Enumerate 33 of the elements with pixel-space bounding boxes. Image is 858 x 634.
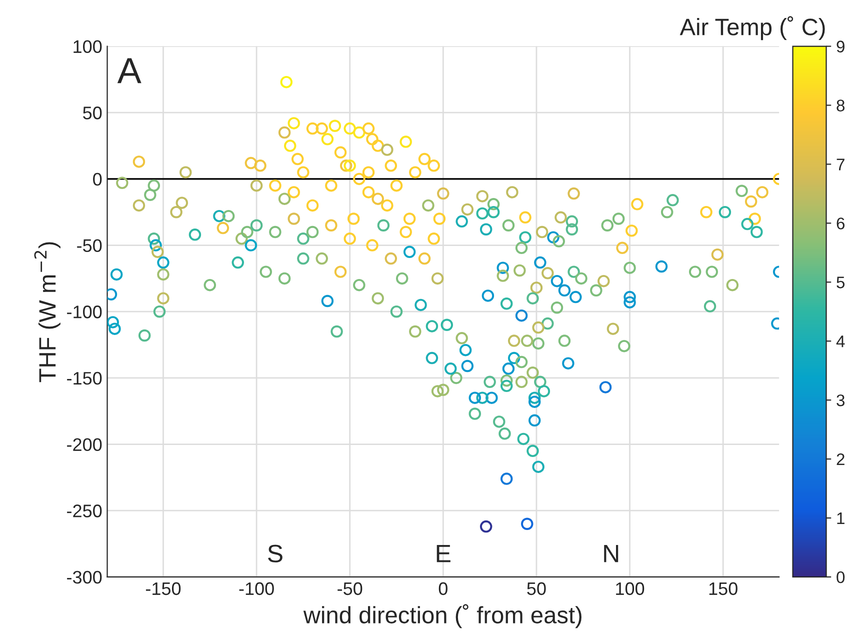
color-bar-label: 3 [836, 394, 845, 406]
y-tick-label: -150 [67, 372, 102, 385]
annotation: A [117, 58, 142, 84]
x-tick-label: 50 [527, 582, 546, 596]
color-bar-label: 2 [836, 453, 844, 466]
color-bar-label: 7 [836, 158, 844, 170]
y-tick-label: -100 [67, 306, 102, 318]
color-bar-label: 0 [836, 571, 845, 584]
color-bar-label: 1 [837, 512, 844, 524]
annotation: N [604, 544, 618, 562]
x-tick-label: 100 [616, 582, 644, 596]
x-tick-label: -50 [338, 582, 362, 596]
annotation: E [436, 544, 450, 562]
x-tick-label: 150 [709, 582, 738, 596]
x-axis-title: wind direction (˚ from east) [303, 604, 582, 628]
color-bar-label: 4 [836, 336, 845, 348]
color-bar-title: Air Temp (˚ C) [680, 16, 825, 40]
y-tick-label: 0 [93, 172, 102, 186]
y-tick-label: -200 [67, 438, 102, 451]
color-bar-label: 8 [836, 100, 845, 112]
x-tick-label: 0 [438, 582, 448, 596]
color-bar-label: 6 [836, 218, 845, 230]
annotation: S [268, 544, 282, 562]
x-tick-label: -150 [146, 582, 181, 596]
color-bar-label: 9 [836, 40, 844, 52]
x-tick-label: -100 [239, 582, 274, 596]
y-tick-label: 100 [74, 40, 102, 53]
y-tick-label: -250 [67, 504, 102, 518]
y-tick-label: 50 [83, 106, 102, 120]
y-tick-label: -300 [67, 570, 102, 584]
color-bar-label: 5 [836, 276, 845, 288]
y-axis-title: THF (W m$^{−2}$) [34, 242, 60, 382]
y-tick-label: -50 [77, 239, 102, 252]
